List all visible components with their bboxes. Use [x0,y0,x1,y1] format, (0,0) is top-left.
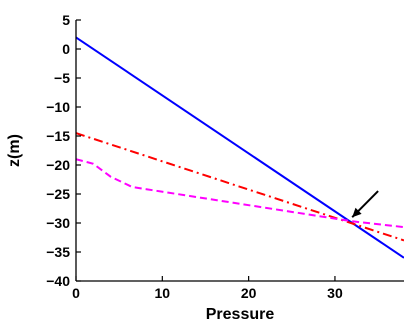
y-tick-label: −10 [46,99,70,115]
x-tick-label: 30 [327,285,343,301]
y-tick-label: 0 [62,41,70,57]
y-tick-label: −40 [46,273,70,289]
y-tick-label: −35 [46,244,70,260]
series-line-2 [76,132,404,242]
y-tick-label: −20 [46,157,70,173]
y-tick-label: −25 [46,186,70,202]
y-tick-label: −5 [54,70,70,86]
series-line-3 [76,158,404,229]
y-tick-label: −15 [46,128,70,144]
x-tick-label: 0 [72,285,80,301]
annotation-arrow-head [352,207,362,218]
y-axis-title: z(m) [6,134,23,167]
x-axis-title: Pressure [206,306,275,323]
x-tick-label: 10 [155,285,171,301]
y-tick-label: −30 [46,215,70,231]
x-tick-label: 20 [241,285,257,301]
series-line-1 [76,36,404,259]
y-tick-label: 5 [62,12,70,28]
annotation-arrow [351,190,379,218]
plot-area [76,20,404,281]
